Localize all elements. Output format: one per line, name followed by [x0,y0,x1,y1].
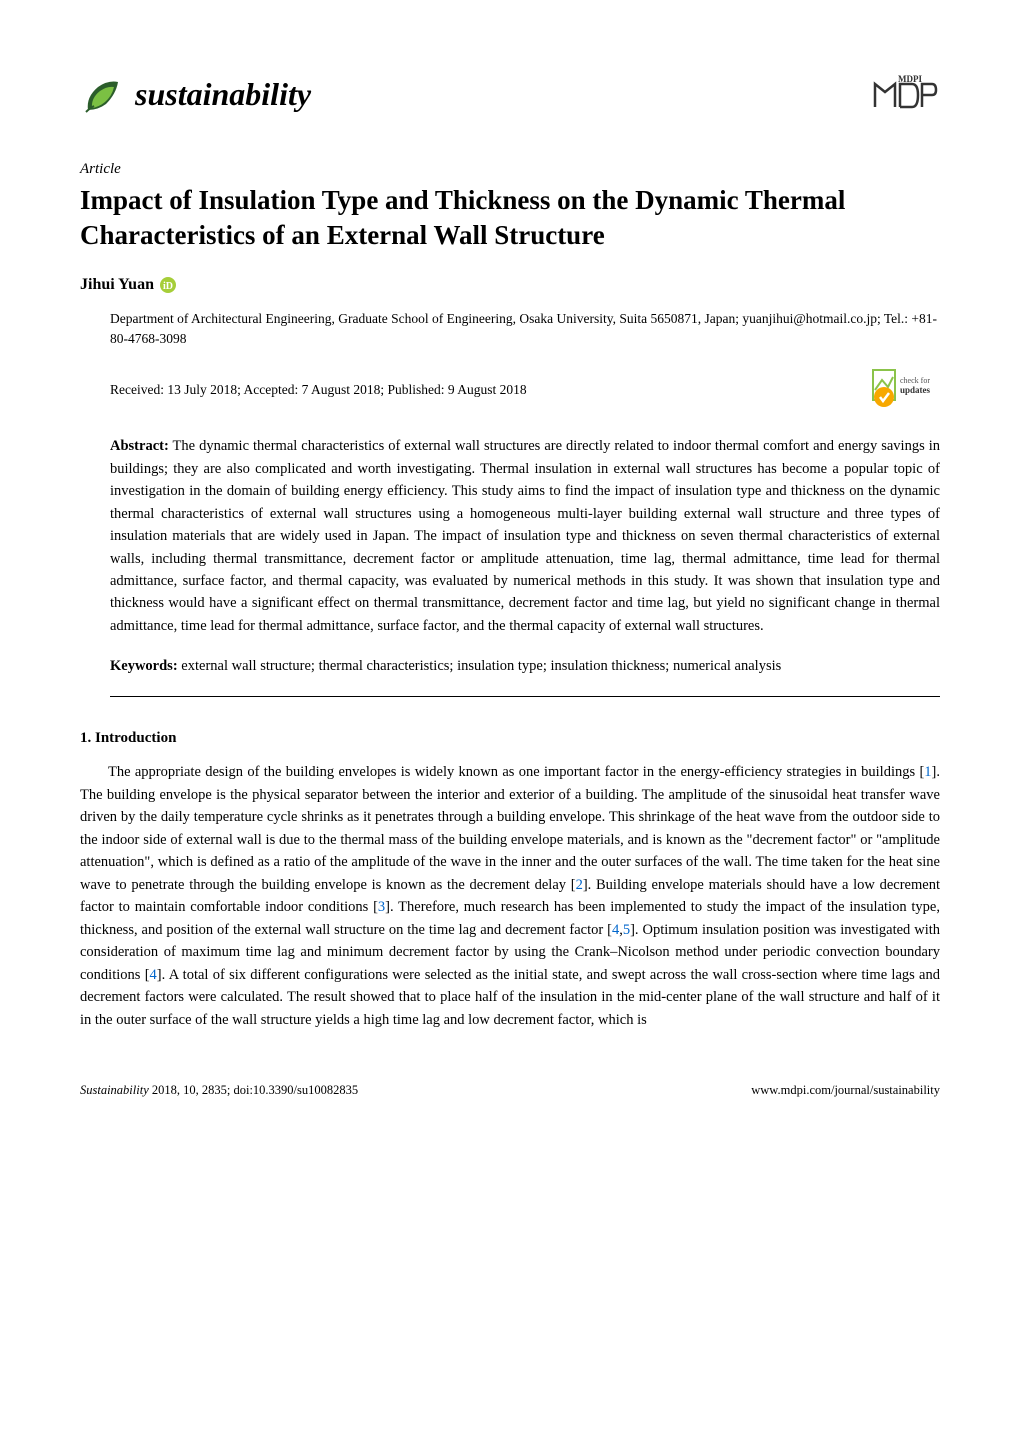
ref-link-5[interactable]: 5 [623,922,630,938]
abstract-text: The dynamic thermal characteristics of e… [110,438,940,634]
mdpi-logo: MDPI [870,72,940,117]
keywords-label: Keywords: [110,658,178,674]
ref-link-2[interactable]: 2 [576,877,583,893]
publication-dates: Received: 13 July 2018; Accepted: 7 Augu… [110,380,527,400]
ref-link-1[interactable]: 1 [924,764,931,780]
footer: Sustainability 2018, 10, 2835; doi:10.33… [80,1081,940,1100]
author-name: Jihui Yuan [80,273,154,297]
body-text-part: The appropriate design of the building e… [108,764,924,780]
footer-left: Sustainability 2018, 10, 2835; doi:10.33… [80,1081,358,1100]
section-divider [110,696,940,697]
footer-volume: , 10, 2835; doi:10.3390/su10082835 [177,1083,358,1097]
paper-title: Impact of Insulation Type and Thickness … [80,183,940,253]
svg-text:updates: updates [900,385,931,395]
body-text-part: ]. The building envelope is the physical… [80,764,940,892]
section-heading: 1. Introduction [80,727,940,750]
svg-text:check for: check for [900,376,930,385]
footer-url[interactable]: www.mdpi.com/journal/sustainability [751,1081,940,1100]
leaf-icon [80,72,125,117]
orcid-icon[interactable]: iD [160,277,176,293]
footer-year: 2018 [152,1083,177,1097]
svg-text:MDPI: MDPI [898,74,922,84]
body-paragraph: The appropriate design of the building e… [80,761,940,1031]
keywords: Keywords: external wall structure; therm… [110,655,940,677]
ref-link-4b[interactable]: 4 [150,967,157,983]
author-line: Jihui Yuan iD [80,273,940,297]
abstract: Abstract: The dynamic thermal characteri… [110,435,940,637]
body-text-part: ]. A total of six different configuratio… [80,967,940,1028]
check-updates-icon[interactable]: check for updates [870,365,940,415]
svg-text:iD: iD [163,281,173,292]
journal-name: sustainability [135,70,311,118]
keywords-text: external wall structure; thermal charact… [178,658,782,674]
dates-row: Received: 13 July 2018; Accepted: 7 Augu… [110,365,940,415]
header-row: sustainability MDPI [80,70,940,118]
abstract-label: Abstract: [110,438,169,454]
affiliation: Department of Architectural Engineering,… [110,309,940,350]
footer-journal: Sustainability [80,1083,149,1097]
journal-logo: sustainability [80,70,311,118]
article-type-label: Article [80,158,940,181]
